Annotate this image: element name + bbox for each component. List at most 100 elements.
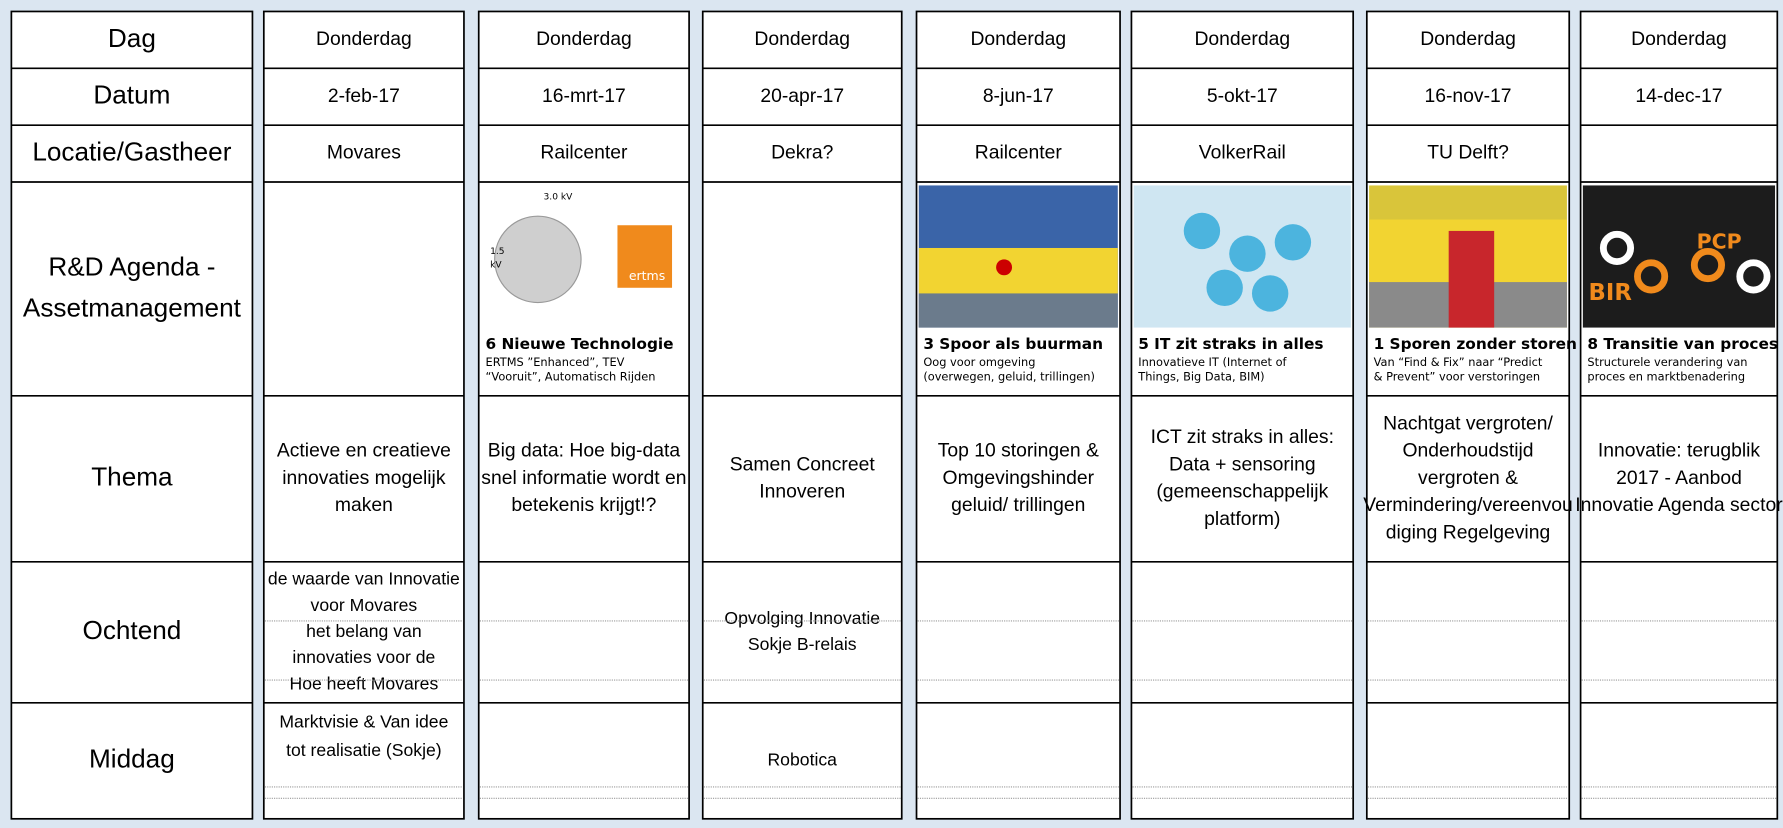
row-label: Datum <box>93 80 170 110</box>
card-title: Sporen zonder storen <box>1390 335 1577 353</box>
person <box>1448 230 1495 328</box>
theme-line: 2017 - Aanbod <box>1616 468 1742 489</box>
day: Donderdag <box>536 29 632 50</box>
image-label: BIR <box>1589 280 1633 306</box>
card-subtitle: Structurele verandering van <box>1587 355 1747 369</box>
card-title: 5 <box>1138 335 1149 353</box>
card-title: Nieuwe Technologie <box>501 335 673 353</box>
date: 16-mrt-17 <box>542 86 626 107</box>
card: 1 Sporen zonder storen Van “Find & Fix” na… <box>1369 185 1577 384</box>
column-box <box>1130 10 1355 820</box>
ertms-logo <box>617 225 673 288</box>
row-label: Middag <box>89 744 175 774</box>
day: Donderdag <box>1631 29 1727 50</box>
morning-line: innovaties voor de <box>292 647 435 667</box>
gear <box>1690 247 1726 283</box>
card: 3.0 kV 1.5 kV ertms 6 Nieuwe Technologie ERTMS… <box>481 185 687 384</box>
image-label: kV <box>490 261 502 271</box>
column-box <box>1579 10 1779 820</box>
theme-line: Big data: Hoe big-data <box>488 441 681 462</box>
gear <box>1599 230 1635 266</box>
date: 20-apr-17 <box>760 86 844 107</box>
card: 5 IT zit straks in alles Innovatieve IT (I… <box>1133 185 1351 384</box>
day: Donderdag <box>754 29 850 50</box>
theme-line: vergroten & <box>1418 468 1518 489</box>
theme-line: Innoveren <box>759 482 845 503</box>
hexagon <box>1274 224 1312 261</box>
theme-line: diging Regelgeving <box>1386 523 1550 544</box>
theme-line: geluid/ trillingen <box>951 495 1085 516</box>
theme-line: ICT zit straks in alles: <box>1151 427 1334 448</box>
hexagon <box>1206 269 1243 306</box>
theme-line: platform) <box>1204 509 1280 530</box>
card-title: 8 <box>1587 335 1598 353</box>
row-label: R&D Agenda - <box>48 251 215 281</box>
signal <box>996 259 1013 276</box>
column-box <box>1365 10 1571 820</box>
row-label: Ochtend <box>82 615 181 645</box>
card-subtitle: Innovatieve IT (Internet of <box>1138 355 1287 369</box>
date: 5-okt-17 <box>1207 86 1278 107</box>
date: 8-jun-17 <box>983 86 1054 107</box>
day: Donderdag <box>970 29 1066 50</box>
theme-line: Omgevingshinder <box>943 468 1095 489</box>
morning-line: de waarde van Innovatie <box>268 569 460 589</box>
column-box <box>477 10 690 820</box>
theme-line: Innovatie Agenda sector <box>1575 495 1783 516</box>
date: 14-dec-17 <box>1635 86 1722 107</box>
theme-line: (gemeenschappelijk <box>1156 482 1328 503</box>
theme-line: maken <box>335 495 393 516</box>
theme-line: Innovatie: terugblik <box>1598 441 1761 462</box>
column-box <box>10 10 254 820</box>
image-label: 1.5 <box>490 247 504 257</box>
hexagon <box>1229 235 1266 272</box>
image-label: 3.0 kV <box>544 192 574 202</box>
card-subtitle: (overwegen, geluid, trillingen) <box>923 370 1095 384</box>
theme-line: Samen Concreet <box>730 454 876 475</box>
card-title: 6 <box>486 335 497 353</box>
theme-line: betekenis krijgt!? <box>511 495 656 516</box>
train <box>918 247 1118 294</box>
location: Dekra? <box>771 143 834 164</box>
card-image <box>1582 185 1776 328</box>
row-label: Dag <box>108 23 156 53</box>
image-label: ertms <box>629 268 665 283</box>
gear <box>1736 259 1771 294</box>
card-title: IT zit straks in alles <box>1154 335 1323 353</box>
location: VolkerRail <box>1199 143 1286 164</box>
theme-line: snel informatie wordt en <box>481 468 686 489</box>
column-box <box>701 10 903 820</box>
theme-line: innovaties mogelijk <box>282 468 446 489</box>
morning-line: Hoe heeft Movares <box>289 673 438 693</box>
card-subtitle: ERTMS ”Enhanced”, TEV <box>486 355 625 369</box>
card-subtitle: & Prevent” voor verstoringen <box>1374 370 1540 384</box>
theme-line: Top 10 storingen & <box>938 441 1099 462</box>
card-title: 3 <box>923 335 934 353</box>
theme-line: Data + sensoring <box>1169 454 1316 475</box>
morning-line: Sokje B-relais <box>748 634 857 654</box>
afternoon-line: Robotica <box>767 749 837 769</box>
theme-line: Vermindering/vereenvou <box>1363 495 1573 516</box>
card-subtitle: proces en marktbenadering <box>1587 370 1745 384</box>
date: 16-nov-17 <box>1424 86 1511 107</box>
card: 3 Spoor als buurman Oog voor omgeving(over… <box>918 185 1118 384</box>
morning-line: Opvolging Innovatie <box>724 608 880 628</box>
day: Donderdag <box>1420 29 1516 50</box>
card-title: 1 <box>1374 335 1385 353</box>
theme-line: Nachtgat vergroten/ <box>1383 413 1553 434</box>
gear <box>1634 259 1669 294</box>
afternoon-line: Marktvisie & Van idee <box>279 711 448 731</box>
card-subtitle: Van “Find & Fix” naar “Predict <box>1374 355 1543 369</box>
morning-line: voor Movares <box>311 595 418 615</box>
location: Railcenter <box>975 143 1063 164</box>
card-subtitle: Oog voor omgeving <box>923 355 1035 369</box>
location: Railcenter <box>540 143 628 164</box>
column-box <box>262 10 465 820</box>
card-subtitle: “Vooruit”, Automatisch Rijden <box>486 370 656 384</box>
knob <box>494 215 582 304</box>
card-title: Transitie van proces <box>1603 335 1778 353</box>
row-label: Assetmanagement <box>23 292 242 322</box>
hexagon <box>1183 212 1221 250</box>
column-box <box>915 10 1121 820</box>
